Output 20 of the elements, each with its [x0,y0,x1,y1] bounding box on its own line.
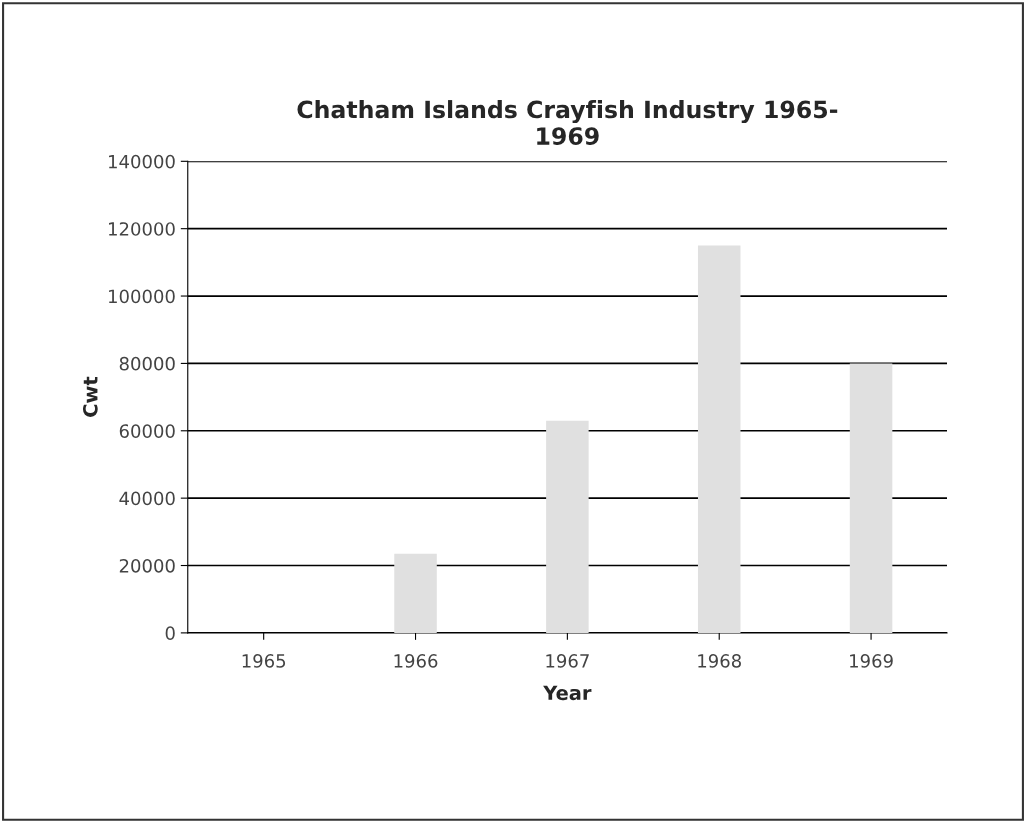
y-tick-label: 100000 [109,289,175,304]
bar [697,245,741,633]
bar [546,420,589,633]
y-tick-label: 40000 [119,491,175,506]
chart-title: Chatham Islands Crayfish Industry 1965- 1969 [297,100,838,145]
x-tick-label: 1969 [850,654,893,668]
y-tick-label: 140000 [109,154,175,169]
x-tick-label: 1968 [698,654,741,668]
x-axis-title: Year [543,685,592,701]
y-axis-title: Cwt [82,376,98,417]
y-tick-label: 0 [165,626,175,640]
x-tick-label: 1966 [394,654,438,668]
y-tick-label: 20000 [119,558,175,573]
bar [394,553,437,633]
y-tick-label: 120000 [109,222,175,236]
y-tick-label: 80000 [119,356,175,371]
bar [849,363,893,633]
x-tick-label: 1967 [546,654,589,668]
x-tick-label: 1965 [242,654,286,668]
y-tick-label: 60000 [119,424,175,438]
